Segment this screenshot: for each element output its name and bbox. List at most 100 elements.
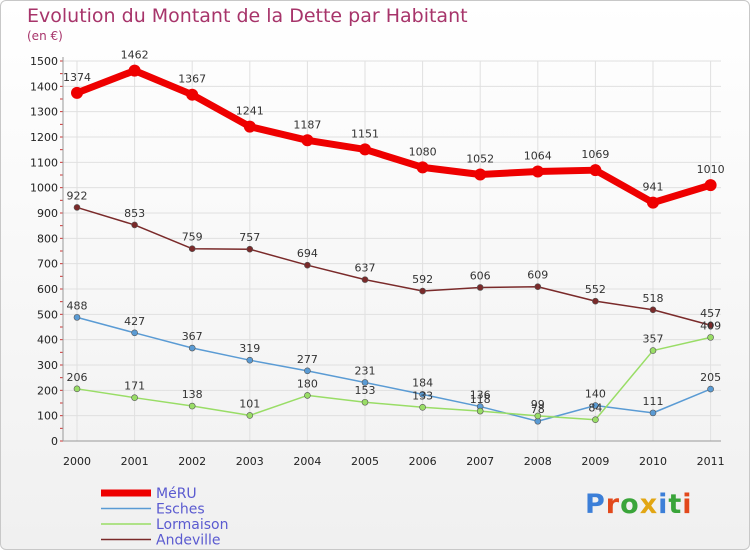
logo-letter: o: [620, 489, 640, 520]
data-point: [589, 164, 602, 177]
data-label: 111: [643, 395, 664, 408]
data-label: 457: [700, 307, 721, 320]
data-label: 1052: [466, 152, 494, 165]
series-lines: [71, 64, 717, 425]
data-label: 99: [531, 398, 545, 411]
data-point: [534, 412, 542, 420]
data-point: [188, 344, 196, 352]
x-tick-label: 2002: [178, 455, 206, 468]
data-point: [71, 86, 83, 99]
logo-letter: i: [682, 489, 693, 520]
data-label: 138: [182, 388, 203, 401]
data-point: [188, 245, 196, 253]
data-point: [419, 391, 426, 398]
y-tick-label: 300: [37, 359, 58, 372]
data-label: 357: [643, 333, 664, 346]
y-tick-label: 1000: [30, 182, 58, 195]
x-tick-label: 2008: [524, 455, 552, 468]
data-label: 206: [67, 371, 88, 384]
data-label: 1462: [121, 49, 149, 62]
data-label: 1010: [697, 163, 725, 176]
data-label: 637: [355, 262, 376, 275]
data-point: [649, 409, 657, 417]
y-tick-label: 1100: [30, 156, 58, 169]
legend-label: Lormaison: [156, 517, 228, 533]
logo-letter: r: [605, 489, 621, 520]
x-tick-label: 2001: [121, 455, 149, 468]
data-point: [304, 261, 311, 269]
x-tick-label: 2010: [639, 455, 667, 468]
data-point: [419, 404, 426, 411]
data-point: [416, 161, 429, 174]
data-point: [73, 385, 81, 393]
data-point: [186, 88, 199, 101]
x-tick-label: 2007: [466, 455, 494, 468]
logo-letter: x: [639, 489, 659, 520]
data-point: [243, 120, 256, 133]
data-point: [131, 394, 138, 401]
data-label: 922: [67, 189, 88, 202]
y-tick-label: 800: [37, 232, 58, 245]
data-label: 409: [700, 319, 721, 332]
data-point: [361, 276, 369, 283]
data-label: 140: [585, 388, 606, 401]
data-label: 153: [355, 384, 376, 397]
data-label: 606: [470, 269, 491, 282]
proxiti-logo: Proxiti: [585, 489, 693, 520]
data-label: 757: [239, 231, 260, 244]
data-label: 1374: [63, 71, 91, 84]
data-point: [246, 356, 254, 364]
y-tick-label: 1400: [30, 80, 58, 93]
data-label: 759: [182, 231, 203, 244]
axes: [60, 57, 721, 442]
y-tick-label: 1500: [30, 55, 58, 68]
data-point: [531, 165, 544, 178]
series-line-esches: [76, 316, 711, 422]
x-tick-label: 2000: [63, 455, 91, 468]
data-label: 592: [412, 273, 433, 286]
data-label: 277: [297, 353, 318, 366]
data-point: [361, 398, 369, 406]
series-line-méru: [75, 67, 712, 207]
grid-lines: [63, 60, 721, 442]
data-labels: 1374 1462 1367 1241 1187 1151 1080 1052 1064 1069…: [63, 49, 725, 417]
data-label: 84: [588, 402, 602, 415]
unit-label: (en €): [27, 29, 63, 43]
data-point: [246, 412, 254, 419]
data-label: 184: [412, 376, 433, 389]
data-point: [474, 168, 487, 181]
data-label: 205: [700, 371, 721, 384]
data-point: [73, 204, 81, 211]
data-label: 518: [643, 292, 664, 305]
data-point: [592, 297, 599, 305]
data-label: 552: [585, 283, 606, 296]
data-label: 118: [470, 393, 491, 406]
data-point: [73, 314, 81, 321]
y-tick-label: 600: [37, 283, 58, 296]
y-tick-label: 100: [37, 410, 58, 423]
x-tick-label: 2011: [697, 455, 725, 468]
data-point: [188, 402, 196, 410]
y-tick-label: 1200: [30, 131, 58, 144]
data-point: [592, 402, 599, 409]
data-label: 427: [124, 315, 145, 328]
data-point: [128, 64, 141, 77]
data-label: 1151: [351, 127, 379, 140]
y-tick-label: 400: [37, 334, 58, 347]
data-label: 488: [67, 299, 88, 312]
data-point: [476, 407, 484, 415]
data-label: 367: [182, 330, 203, 343]
y-tick-labels: 0 100 200 300 400 500 600 700 800 900 1000 1100 1200…: [30, 55, 58, 448]
x-tick-labels: 2000 2001 2002 2003 2004 2005 2006 2007 2008 2009…: [63, 455, 725, 468]
data-label: 231: [355, 364, 376, 377]
data-label: 694: [297, 247, 318, 260]
data-label: 319: [239, 342, 260, 355]
y-tick-label: 700: [37, 258, 58, 271]
data-point: [131, 221, 138, 229]
data-point: [649, 306, 657, 314]
data-point: [304, 367, 311, 375]
data-label: 171: [124, 380, 145, 393]
data-point: [534, 283, 542, 291]
